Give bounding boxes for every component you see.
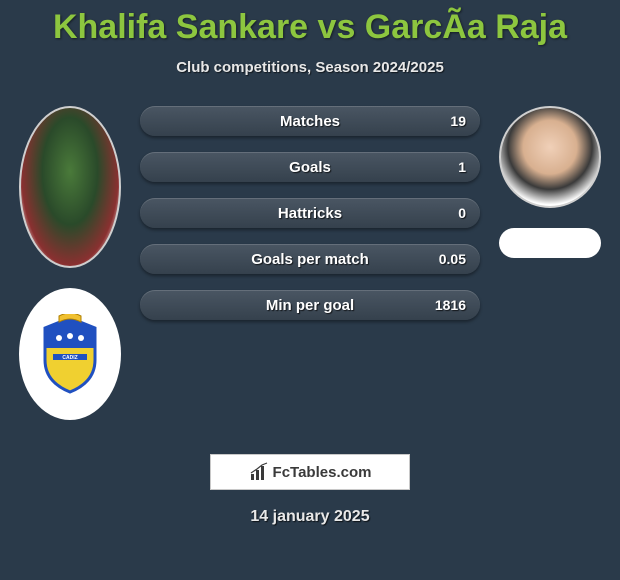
- player-left-avatar: [19, 106, 121, 268]
- stat-row-matches: Matches 19: [140, 106, 480, 136]
- stat-right-value: 19: [450, 113, 466, 129]
- svg-text:CADIZ: CADIZ: [62, 355, 77, 361]
- player-right-club-placeholder: [499, 228, 601, 258]
- stat-right-value: 1816: [435, 297, 466, 313]
- cadiz-shield-icon: CADIZ: [39, 314, 101, 394]
- stat-row-hattricks: Hattricks 0: [140, 198, 480, 228]
- stat-row-goals: Goals 1: [140, 152, 480, 182]
- brand-box: FcTables.com: [210, 454, 410, 490]
- player-right-avatar: [499, 106, 601, 208]
- subtitle: Club competitions, Season 2024/2025: [0, 59, 620, 76]
- player-left-column: CADIZ: [10, 106, 130, 420]
- player-left-club-badge: CADIZ: [19, 288, 121, 420]
- stat-row-min-per-goal: Min per goal 1816: [140, 290, 480, 320]
- stat-label: Matches: [140, 113, 480, 130]
- player-right-column: [490, 106, 610, 258]
- brand-text: FcTables.com: [273, 464, 372, 481]
- stat-label: Goals per match: [140, 251, 480, 268]
- stat-right-value: 0.05: [439, 251, 466, 267]
- stat-label: Hattricks: [140, 205, 480, 222]
- stat-row-goals-per-match: Goals per match 0.05: [140, 244, 480, 274]
- stat-right-value: 1: [458, 159, 466, 175]
- stat-right-value: 0: [458, 205, 466, 221]
- comparison-area: CADIZ Matches 19 Goals 1 Hattricks 0 Goa…: [0, 106, 620, 466]
- stat-label: Min per goal: [140, 297, 480, 314]
- page-title: Khalifa Sankare vs GarcÃa Raja: [0, 0, 620, 47]
- stat-rows: Matches 19 Goals 1 Hattricks 0 Goals per…: [140, 106, 480, 320]
- date-line: 14 january 2025: [0, 508, 620, 526]
- bar-chart-icon: [249, 462, 269, 482]
- stat-label: Goals: [140, 159, 480, 176]
